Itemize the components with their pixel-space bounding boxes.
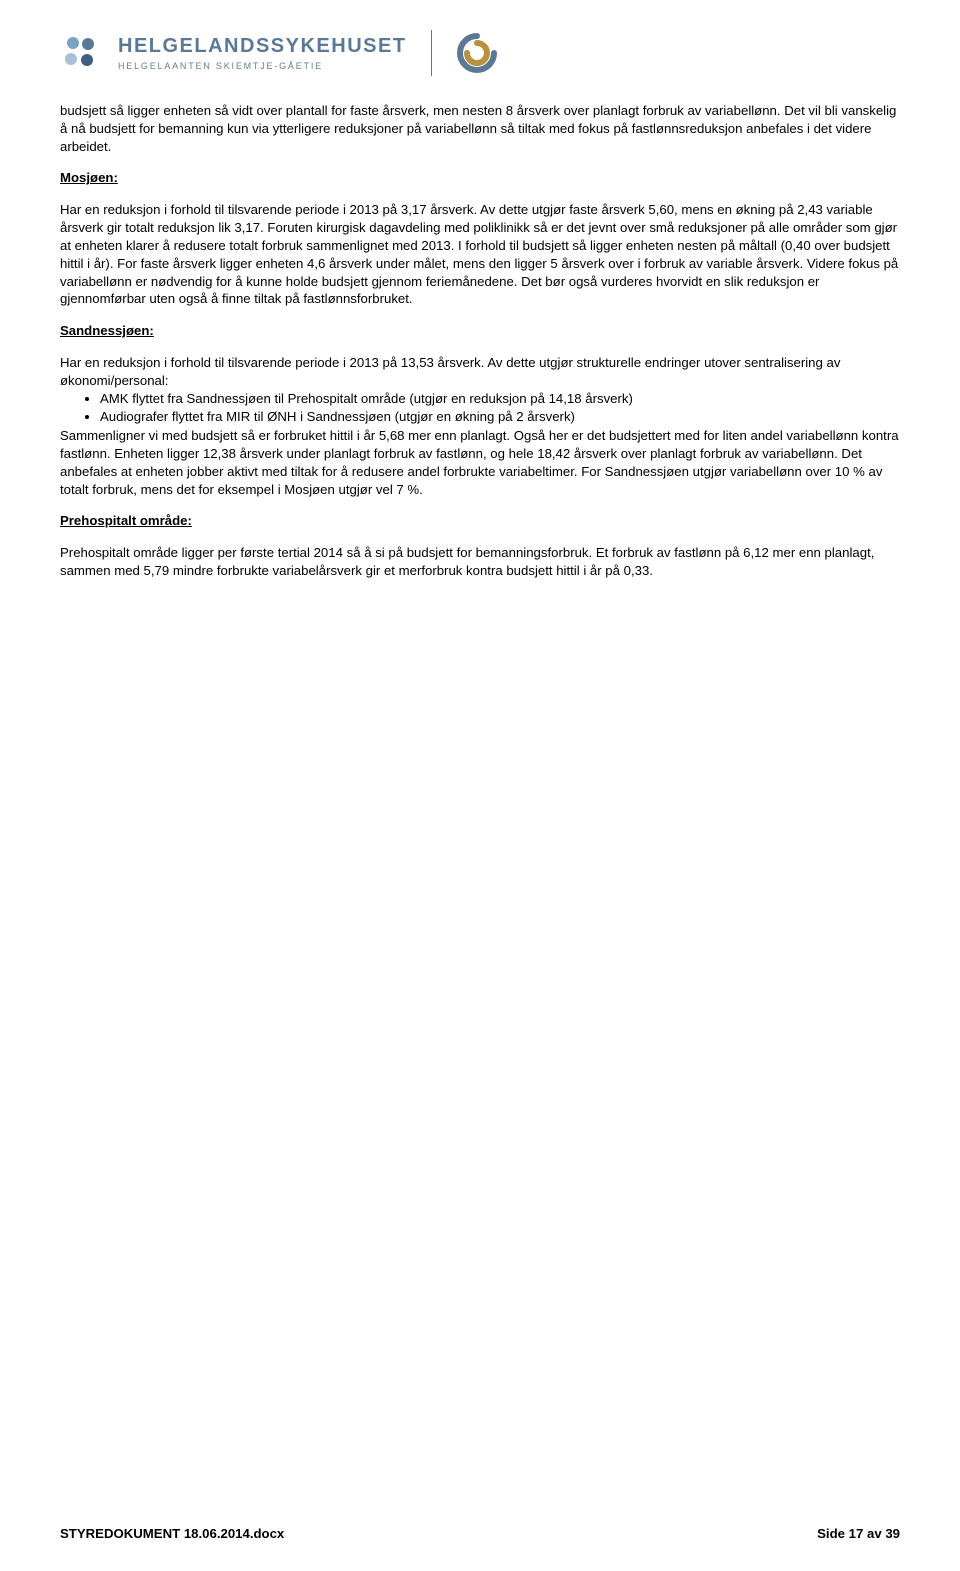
- section-body-prehospitalt: Prehospitalt område ligger per første te…: [60, 544, 900, 580]
- sandnessjoen-lead: Har en reduksjon i forhold til tilsvaren…: [60, 354, 900, 390]
- list-item: AMK flyttet fra Sandnessjøen til Prehosp…: [100, 390, 900, 408]
- logo-divider: [431, 30, 432, 76]
- logo-text: HELGELANDSSYKEHUSET HELGELAANTEN SKIEMTJ…: [118, 33, 407, 72]
- logo-dots-icon: [60, 33, 100, 73]
- logo-sub-text: HELGELAANTEN SKIEMTJE-GÅETIE: [118, 60, 407, 72]
- page-footer: STYREDOKUMENT 18.06.2014.docx Side 17 av…: [60, 1525, 900, 1543]
- section-heading-mosjoen: Mosjøen:: [60, 169, 900, 187]
- section-heading-prehospitalt: Prehospitalt område:: [60, 512, 900, 530]
- sandnessjoen-tail: Sammenligner vi med budsjett så er forbr…: [60, 427, 900, 498]
- intro-paragraph: budsjett så ligger enheten så vidt over …: [60, 102, 900, 155]
- section-body-mosjoen: Har en reduksjon i forhold til tilsvaren…: [60, 201, 900, 308]
- logo-swirl-icon: [456, 32, 498, 74]
- logo-main-text: HELGELANDSSYKEHUSET: [118, 33, 407, 60]
- section-body-sandnessjoen: Har en reduksjon i forhold til tilsvaren…: [60, 354, 900, 499]
- document-header: HELGELANDSSYKEHUSET HELGELAANTEN SKIEMTJ…: [60, 30, 900, 76]
- section-heading-sandnessjoen: Sandnessjøen:: [60, 322, 900, 340]
- footer-page-number: Side 17 av 39: [817, 1525, 900, 1543]
- sandnessjoen-bullets: AMK flyttet fra Sandnessjøen til Prehosp…: [60, 390, 900, 427]
- page: HELGELANDSSYKEHUSET HELGELAANTEN SKIEMTJ…: [0, 0, 960, 1571]
- footer-filename: STYREDOKUMENT 18.06.2014.docx: [60, 1525, 284, 1543]
- list-item: Audiografer flyttet fra MIR til ØNH i Sa…: [100, 408, 900, 426]
